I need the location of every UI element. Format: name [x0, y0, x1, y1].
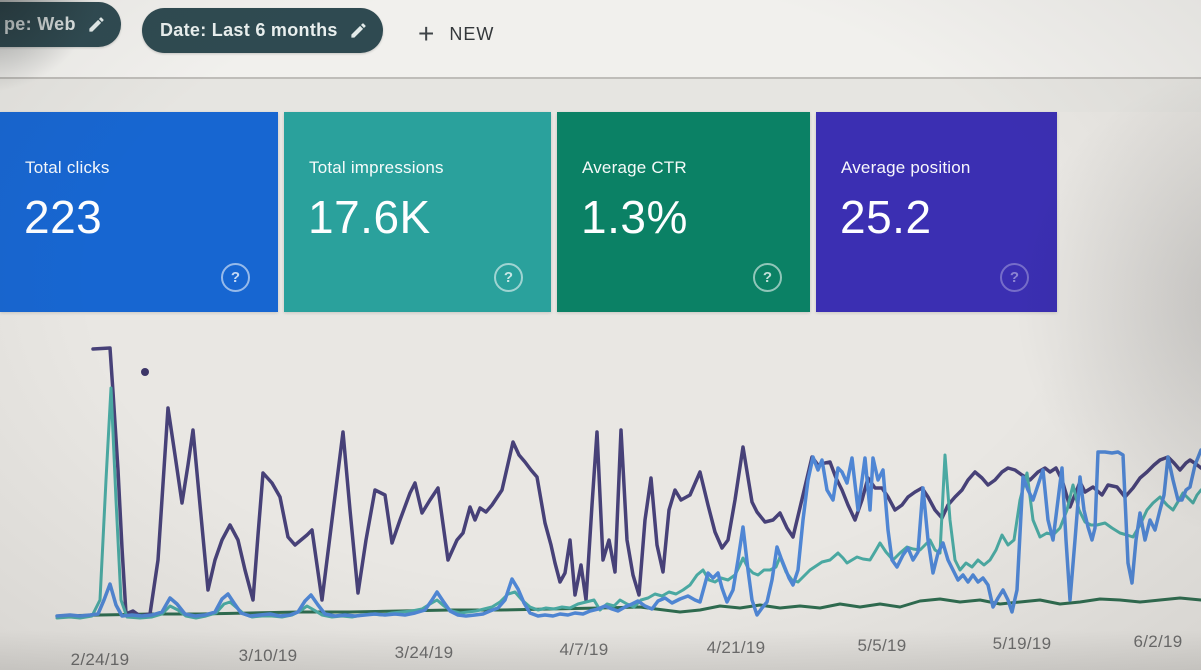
x-tick-label: 3/24/19 [394, 643, 454, 662]
stray-data-point-dot [141, 368, 149, 376]
x-tick-label: 5/19/19 [992, 634, 1052, 653]
line-impressions [91, 346, 1201, 618]
x-tick-label: 6/2/19 [1133, 632, 1183, 651]
x-tick-label: 2/24/19 [70, 650, 130, 669]
x-tick-label: 4/21/19 [706, 638, 766, 657]
x-tick-label: 3/10/19 [238, 646, 298, 665]
x-tick-label: 4/7/19 [559, 640, 609, 659]
x-tick-label: 5/5/19 [857, 636, 907, 655]
line-clicks [55, 448, 1201, 618]
line-ctr [55, 386, 1201, 620]
